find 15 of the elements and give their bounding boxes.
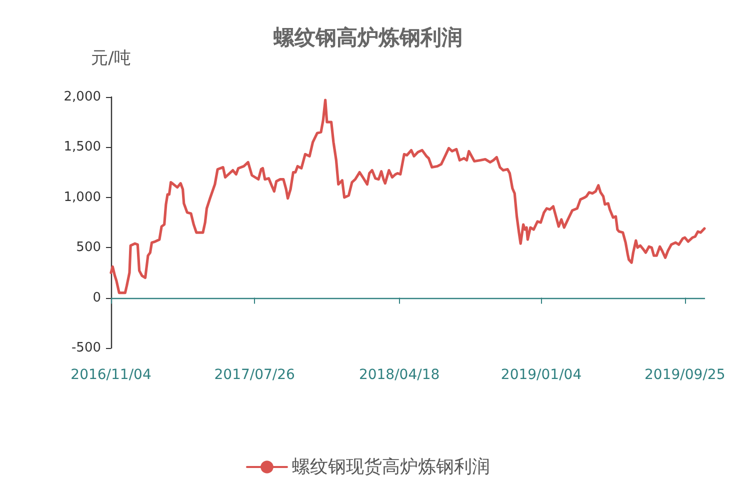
legend-label: 螺纹钢现货高炉炼钢利润 [292,456,490,478]
x-tick-label: 2018/04/18 [358,367,440,383]
x-tick-label: 2016/11/04 [70,367,152,383]
x-tick-label: 2019/01/04 [500,367,582,383]
x-tick-label: 2019/09/25 [644,367,726,383]
y-tick-label: -500 [71,340,101,356]
x-tick-label: 2017/07/26 [214,367,296,383]
y-tick-label: 2,000 [64,90,101,104]
y-axis-title: 元/吨 [91,48,131,68]
y-tick-label: 0 [92,290,101,306]
y-tick-label: 500 [76,240,101,256]
line-series [110,98,706,294]
chart-title: 螺纹钢高炉炼钢利润 [272,26,462,50]
y-tick-label: 1,500 [64,140,101,155]
y-tick-label: 1,000 [64,190,101,205]
